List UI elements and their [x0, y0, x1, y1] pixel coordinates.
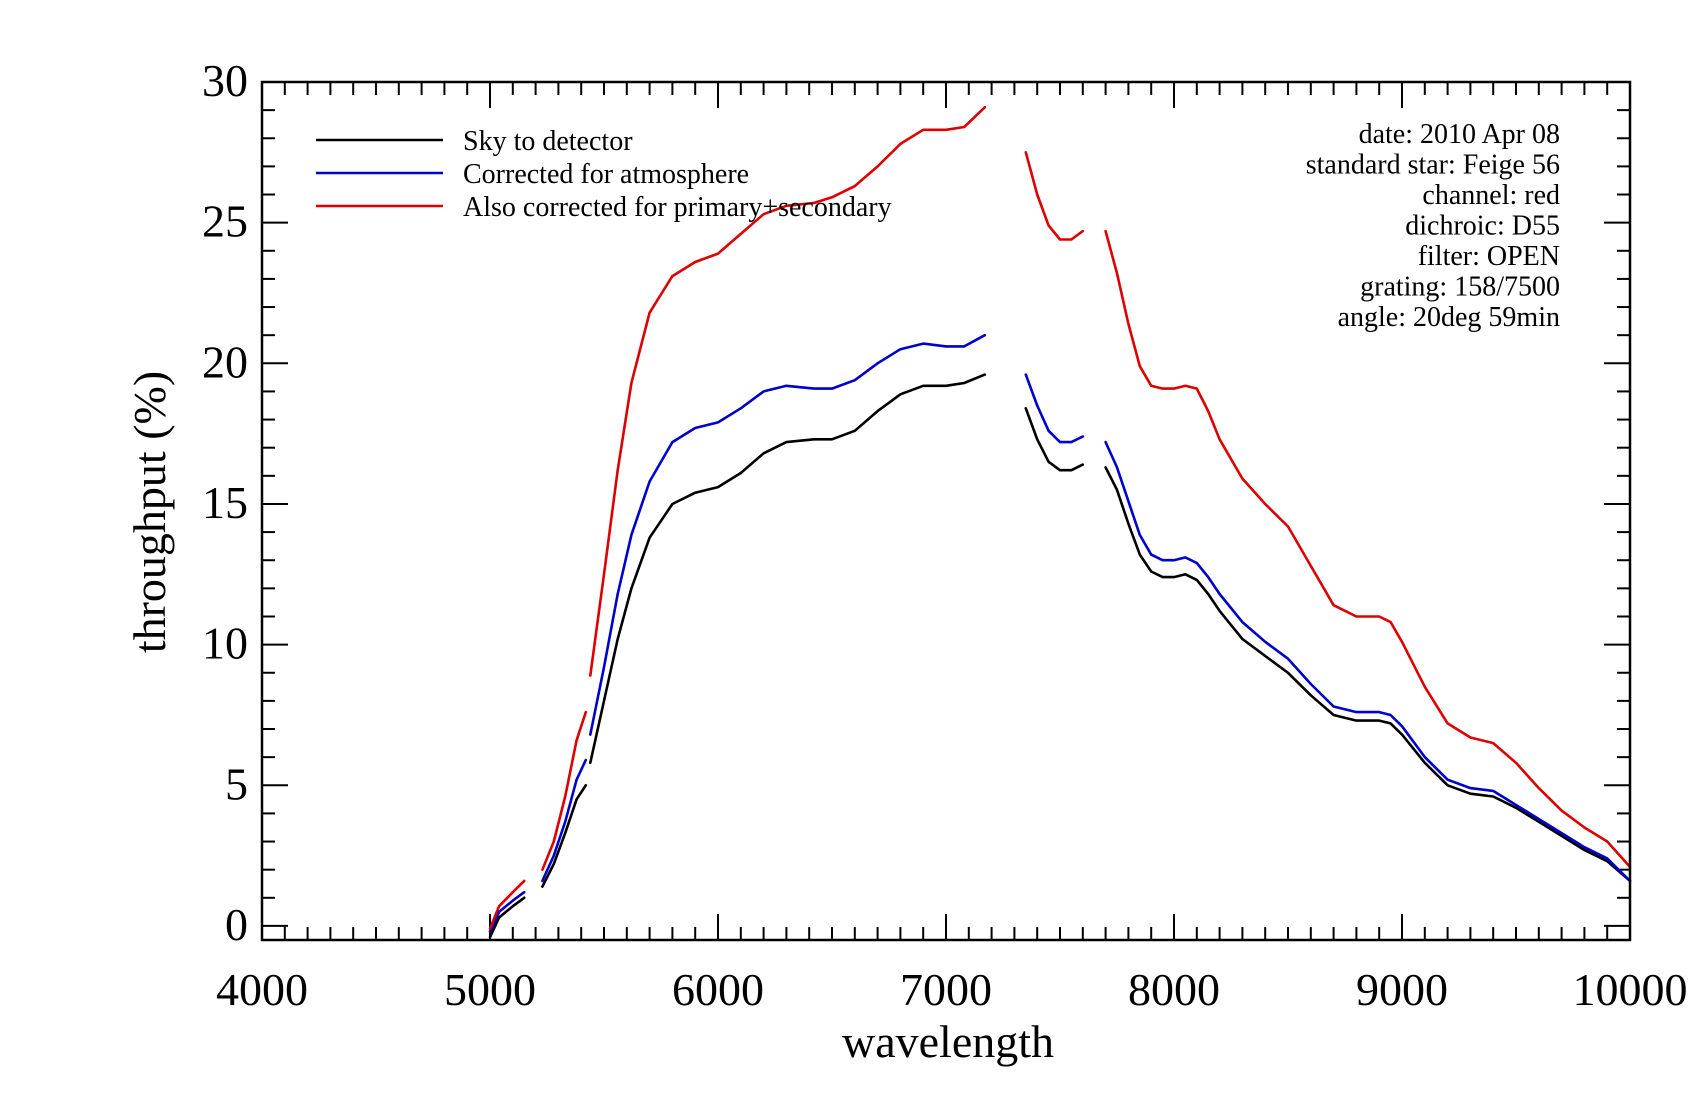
series-line-segment	[1024, 151, 1085, 241]
info-line: filter: OPEN	[1418, 241, 1560, 272]
series-line-segment	[1104, 440, 1632, 883]
info-line: standard star: Feige 56	[1306, 150, 1560, 181]
x-tick-label: 10000	[1573, 964, 1688, 1015]
series-line-segment	[1024, 373, 1085, 444]
info-line: dichroic: D55	[1405, 211, 1560, 242]
x-tick-label: 4000	[216, 964, 308, 1015]
y-tick-label: 0	[225, 899, 248, 950]
x-tick-label: 8000	[1128, 964, 1220, 1015]
series-3	[488, 106, 1632, 931]
series-1	[488, 373, 1632, 939]
series-2	[488, 333, 1632, 933]
x-axis-title: wavelength	[842, 1016, 1054, 1067]
series-line-segment	[541, 783, 588, 888]
info-line: date: 2010 Apr 08	[1359, 119, 1560, 150]
y-tick-label: 20	[202, 336, 248, 387]
minor-ticks	[262, 82, 1630, 940]
info-line: channel: red	[1422, 180, 1560, 211]
legend-label: Corrected for atmosphere	[463, 159, 749, 190]
series-line-segment	[541, 710, 588, 872]
plot-frame	[260, 80, 1632, 942]
y-tick-label: 5	[225, 758, 248, 809]
y-tick-label: 15	[202, 477, 248, 528]
series-line-segment	[1104, 229, 1632, 869]
series-line-segment	[488, 879, 526, 931]
x-tick-label: 9000	[1356, 964, 1448, 1015]
y-tick-labels: 0 5 10 15 20 25 30	[202, 55, 248, 950]
series-line-segment	[588, 106, 987, 677]
y-tick-label: 10	[202, 618, 248, 669]
series-line-segment	[588, 373, 987, 765]
x-tick-labels: 4000 5000 6000 7000 8000 9000 10000	[216, 964, 1688, 1015]
x-tick-label: 5000	[444, 964, 536, 1015]
y-tick-label: 30	[202, 55, 248, 106]
legend-label: Sky to detector	[463, 126, 633, 157]
series-line-segment	[1104, 466, 1632, 883]
series-line-segment	[588, 333, 987, 736]
x-tick-label: 7000	[900, 964, 992, 1015]
info-line: grating: 158/7500	[1360, 272, 1560, 303]
series-line-segment	[488, 896, 526, 939]
legend-label: Also corrected for primary+secondary	[463, 192, 892, 223]
series-lines	[488, 106, 1632, 939]
series-line-segment	[1024, 406, 1085, 472]
info-line: angle: 20deg 59min	[1338, 302, 1560, 333]
x-tick-label: 6000	[672, 964, 764, 1015]
series-line-segment	[488, 890, 526, 933]
series-line-segment	[541, 758, 588, 883]
y-axis-title: throughput (%)	[124, 371, 175, 653]
y-tick-label: 25	[202, 196, 248, 247]
